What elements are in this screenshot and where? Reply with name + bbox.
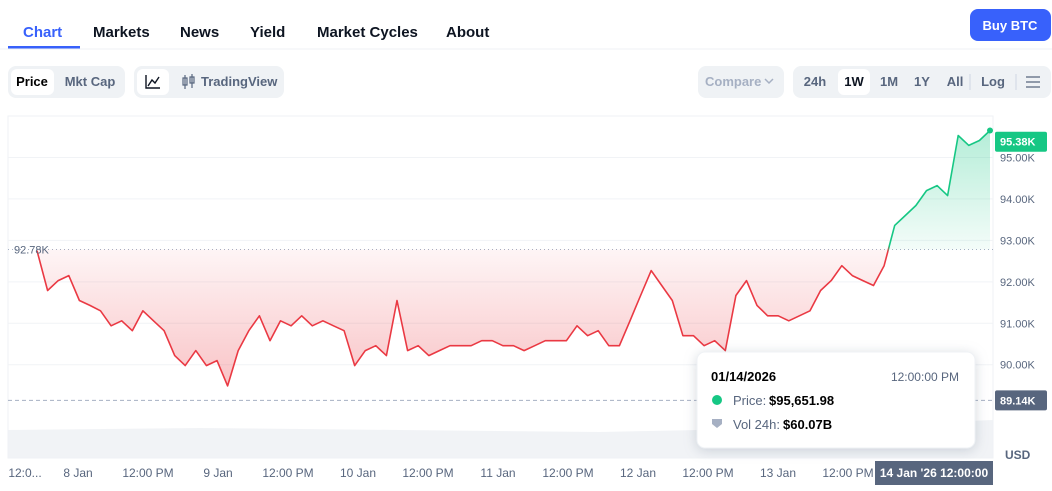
x-tick-label: 13 Jan [760, 466, 796, 480]
compare-label[interactable]: Compare [705, 74, 761, 89]
line-icon [145, 75, 160, 89]
crosshair-time: 14 Jan '26 12:00:00 [880, 466, 989, 480]
tooltip-time: 12:00:00 PM [891, 370, 959, 384]
tooltip-volume: $60.07B [783, 417, 832, 432]
y-tick-label: 90.00K [1000, 360, 1036, 372]
nav-tab[interactable]: News [180, 24, 219, 41]
x-tick-label: 12:00 PM [542, 466, 593, 480]
x-tick-label: 12:00 PM [262, 466, 313, 480]
x-tick-label: 12:00 PM [402, 466, 453, 480]
tooltip-price-label: Price: [733, 393, 766, 408]
price-line [36, 129, 991, 387]
crosshair-badge [995, 390, 1047, 411]
y-tick-label: 91.00K [1000, 318, 1036, 330]
active-underline [8, 46, 80, 49]
chart-type-toggle [134, 66, 284, 98]
chevron [764, 78, 774, 85]
last-price-label: 95.38K [1000, 137, 1036, 149]
crosshair-label: 89.14K [1000, 395, 1036, 407]
settings-icon[interactable] [1026, 76, 1040, 88]
x-tick-label: 12:00 PM [822, 466, 873, 480]
range-option[interactable]: 1Y [914, 74, 930, 89]
x-tick-label: 10 Jan [340, 466, 376, 480]
nav-tab[interactable]: About [446, 24, 489, 41]
x-tick-label: 12:00 PM [682, 466, 733, 480]
mode-option[interactable]: Mkt Cap [65, 74, 116, 89]
x-tick-label: 12:00 PM [122, 466, 173, 480]
x-tick-label: 12:0... [8, 466, 41, 480]
candle-icon [182, 74, 195, 89]
y-tick-label: 92.00K [1000, 277, 1036, 289]
x-tick-label: 9 Jan [203, 466, 232, 480]
last-price-badge [995, 131, 1047, 152]
mode-option[interactable]: Price [16, 74, 48, 89]
range-option[interactable]: 1M [880, 74, 898, 89]
x-tick-label: 11 Jan [480, 466, 515, 480]
range-option[interactable]: All [947, 74, 964, 89]
overlay: 90.00K 91.00K 92.00K 93.00K 94.00K 95.00K 12:0… [8, 131, 1047, 485]
log-toggle[interactable]: Log [981, 74, 1005, 89]
price-dot [712, 395, 722, 405]
tradingview-option[interactable]: TradingView [201, 74, 278, 89]
compare-dropdown[interactable] [698, 66, 784, 98]
nav-tab[interactable]: Yield [250, 24, 285, 41]
price-area [37, 130, 990, 386]
nav-tab[interactable]: Markets [93, 24, 150, 41]
chart-type-active[interactable] [137, 69, 169, 95]
y-tick-label: 95.00K [1000, 152, 1036, 164]
x-tick-label: 12 Jan [620, 466, 656, 480]
y-tick-label: 93.00K [1000, 235, 1036, 247]
tooltip-price: $95,651.98 [769, 393, 834, 408]
nav-tab[interactable]: Chart [23, 24, 62, 41]
tooltip-box [696, 351, 976, 449]
nav-tab[interactable]: Market Cycles [317, 24, 418, 41]
baseline-label: 92.78K [14, 244, 50, 256]
mode-active [11, 69, 54, 95]
crosshair-time-badge [875, 461, 993, 485]
y-tick-label: 94.00K [1000, 194, 1036, 206]
range-option[interactable]: 24h [804, 74, 826, 89]
tooltip-volume-label: Vol 24h: [733, 417, 780, 432]
volume-icon [712, 419, 722, 428]
buy-button-label[interactable]: Buy BTC [983, 18, 1039, 33]
nav: Chart Markets News Yield Market Cycles A… [23, 24, 489, 41]
unit-label: USD [1005, 448, 1031, 462]
last-point [987, 127, 993, 134]
tooltip-date: 01/14/2026 [711, 369, 776, 384]
range-option[interactable]: 1W [844, 74, 864, 89]
tooltip: 01/14/2026 12:00:00 PM Price: $95,651.98… [696, 351, 976, 449]
buy-button[interactable] [970, 9, 1051, 41]
range-active [838, 69, 870, 95]
x-tick-label: 8 Jan [63, 466, 92, 480]
